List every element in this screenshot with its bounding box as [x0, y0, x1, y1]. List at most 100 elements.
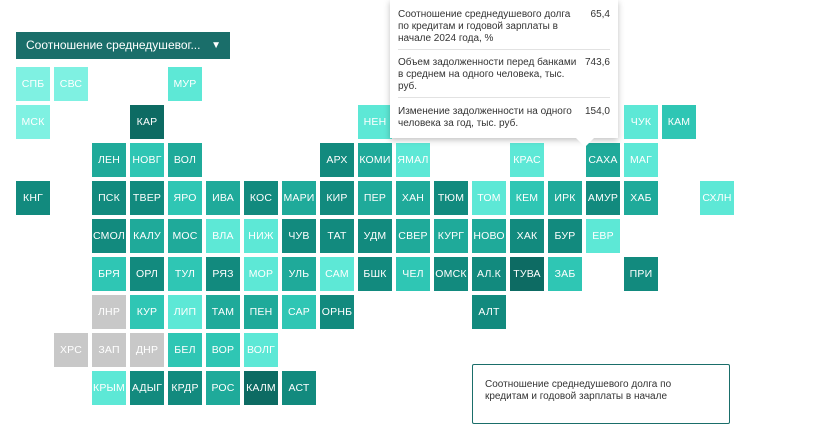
region-tile-ПРИ[interactable]: ПРИ [624, 257, 658, 291]
region-tile-ТАМ[interactable]: ТАМ [206, 295, 240, 329]
region-tile-ВОЛГ[interactable]: ВОЛГ [244, 333, 278, 367]
region-tile-КРЫМ[interactable]: КРЫМ [92, 371, 126, 405]
legend-box: Соотношение среднедушевого долга по кред… [472, 364, 730, 424]
region-tile-ВЛА[interactable]: ВЛА [206, 219, 240, 253]
region-tile-БЕЛ[interactable]: БЕЛ [168, 333, 202, 367]
legend-title: Соотношение среднедушевого долга по кред… [485, 379, 672, 402]
region-tile-ИВА[interactable]: ИВА [206, 181, 240, 215]
region-tile-КУРГ[interactable]: КУРГ [434, 219, 468, 253]
region-tile-КЕМ[interactable]: КЕМ [510, 181, 544, 215]
region-tile-ХАБ[interactable]: ХАБ [624, 181, 658, 215]
region-tile-ОМСК[interactable]: ОМСК [434, 257, 468, 291]
tooltip-divider [398, 49, 610, 50]
region-tile-ВОР[interactable]: ВОР [206, 333, 240, 367]
tooltip-row-debt-per-person: Объем задолженности перед банками в сред… [390, 57, 618, 93]
region-tile-КНГ[interactable]: КНГ [16, 181, 50, 215]
region-tile-ЧУВ[interactable]: ЧУВ [282, 219, 316, 253]
region-tile-УЛЬ[interactable]: УЛЬ [282, 257, 316, 291]
region-tile-МАГ[interactable]: МАГ [624, 143, 658, 177]
region-tile-ТОМ[interactable]: ТОМ [472, 181, 506, 215]
chevron-down-icon: ▼ [211, 40, 221, 51]
region-tile-МСК[interactable]: МСК [16, 105, 50, 139]
tooltip-divider [398, 97, 610, 98]
region-tile-УДМ[interactable]: УДМ [358, 219, 392, 253]
tooltip-value: 154,0 [584, 106, 610, 117]
region-tile-СВС[interactable]: СВС [54, 67, 88, 101]
region-tile-ДНР[interactable]: ДНР [130, 333, 164, 367]
indicator-dropdown-label: Соотношение среднедушевог... [26, 38, 201, 52]
region-tile-ТЮМ[interactable]: ТЮМ [434, 181, 468, 215]
region-tile-ХРС[interactable]: ХРС [54, 333, 88, 367]
region-tile-ТВЕР[interactable]: ТВЕР [130, 181, 164, 215]
region-tile-ЗАБ[interactable]: ЗАБ [548, 257, 582, 291]
region-tile-НИЖ[interactable]: НИЖ [244, 219, 278, 253]
tooltip-pointer [576, 138, 594, 147]
region-tile-ПЕН[interactable]: ПЕН [244, 295, 278, 329]
region-tile-ЛЕН[interactable]: ЛЕН [92, 143, 126, 177]
tooltip-value: 65,4 [590, 9, 610, 20]
region-tile-КИР[interactable]: КИР [320, 181, 354, 215]
region-tile-СВЕР[interactable]: СВЕР [396, 219, 430, 253]
region-tile-АРХ[interactable]: АРХ [320, 143, 354, 177]
region-tile-АЛТ[interactable]: АЛТ [472, 295, 506, 329]
region-tile-ЛИП[interactable]: ЛИП [168, 295, 202, 329]
region-tile-КУР[interactable]: КУР [130, 295, 164, 329]
region-tile-ХАК[interactable]: ХАК [510, 219, 544, 253]
region-tile-ЧУК[interactable]: ЧУК [624, 105, 658, 139]
region-tile-ЧЕЛ[interactable]: ЧЕЛ [396, 257, 430, 291]
region-tile-РЯЗ[interactable]: РЯЗ [206, 257, 240, 291]
region-tile-ЗАП[interactable]: ЗАП [92, 333, 126, 367]
region-tile-САР[interactable]: САР [282, 295, 316, 329]
region-tile-БРЯ[interactable]: БРЯ [92, 257, 126, 291]
tooltip-label: Соотношение среднедушевого долга по кред… [398, 9, 571, 44]
region-tile-ЕВР[interactable]: ЕВР [586, 219, 620, 253]
region-tile-ПСК[interactable]: ПСК [92, 181, 126, 215]
region-tile-ОРНБ[interactable]: ОРНБ [320, 295, 354, 329]
region-tile-ХАН[interactable]: ХАН [396, 181, 430, 215]
region-tile-ЛНР[interactable]: ЛНР [92, 295, 126, 329]
region-tile-САХА[interactable]: САХА [586, 143, 620, 177]
region-tile-КОМИ[interactable]: КОМИ [358, 143, 392, 177]
region-tile-БУР[interactable]: БУР [548, 219, 582, 253]
region-tile-АМУР[interactable]: АМУР [586, 181, 620, 215]
region-tile-ВОЛ[interactable]: ВОЛ [168, 143, 202, 177]
region-tile-ПЕР[interactable]: ПЕР [358, 181, 392, 215]
region-tile-КАР[interactable]: КАР [130, 105, 164, 139]
region-tile-СХЛН[interactable]: СХЛН [700, 181, 734, 215]
region-tile-КОС[interactable]: КОС [244, 181, 278, 215]
region-tile-КАЛУ[interactable]: КАЛУ [130, 219, 164, 253]
region-tile-СПБ[interactable]: СПБ [16, 67, 50, 101]
tooltip-row-debt-change: Изменение задолженности на одного челове… [390, 106, 618, 130]
region-tooltip: Соотношение среднедушевого долга по кред… [390, 0, 618, 147]
region-tile-МОР[interactable]: МОР [244, 257, 278, 291]
indicator-dropdown[interactable]: Соотношение среднедушевог... ▼ [16, 32, 230, 59]
region-tile-СМОЛ[interactable]: СМОЛ [92, 219, 126, 253]
tooltip-label: Изменение задолженности на одного челове… [398, 106, 572, 129]
region-tile-ЯМАЛ[interactable]: ЯМАЛ [396, 143, 430, 177]
region-tile-АСТ[interactable]: АСТ [282, 371, 316, 405]
region-tile-ИРК[interactable]: ИРК [548, 181, 582, 215]
region-tile-РОС[interactable]: РОС [206, 371, 240, 405]
region-tile-ТУЛ[interactable]: ТУЛ [168, 257, 202, 291]
region-tile-НОВГ[interactable]: НОВГ [130, 143, 164, 177]
region-tile-КРАС[interactable]: КРАС [510, 143, 544, 177]
region-tile-КАЛМ[interactable]: КАЛМ [244, 371, 278, 405]
tooltip-row-debt-ratio: Соотношение среднедушевого долга по кред… [390, 9, 618, 45]
region-tile-АЛ.К[interactable]: АЛ.К [472, 257, 506, 291]
region-tile-МАРИ[interactable]: МАРИ [282, 181, 316, 215]
tooltip-label: Объем задолженности перед банками в сред… [398, 57, 577, 92]
region-tile-КАМ[interactable]: КАМ [662, 105, 696, 139]
region-tile-ОРЛ[interactable]: ОРЛ [130, 257, 164, 291]
tooltip-value: 743,6 [584, 57, 610, 68]
region-tile-АДЫГ[interactable]: АДЫГ [130, 371, 164, 405]
region-tile-ТУВА[interactable]: ТУВА [510, 257, 544, 291]
region-tile-НЕН[interactable]: НЕН [358, 105, 392, 139]
region-tile-НОВО[interactable]: НОВО [472, 219, 506, 253]
region-tile-МОС[interactable]: МОС [168, 219, 202, 253]
region-tile-КРДР[interactable]: КРДР [168, 371, 202, 405]
region-tile-МУР[interactable]: МУР [168, 67, 202, 101]
region-tile-БШК[interactable]: БШК [358, 257, 392, 291]
region-tile-ЯРО[interactable]: ЯРО [168, 181, 202, 215]
region-tile-ТАТ[interactable]: ТАТ [320, 219, 354, 253]
region-tile-САМ[interactable]: САМ [320, 257, 354, 291]
